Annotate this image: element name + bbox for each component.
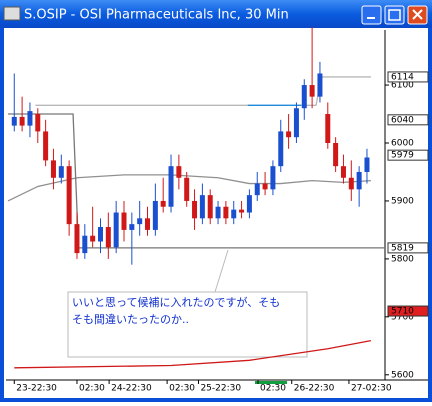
x-tick-label: 02:30 [79,384,105,394]
price-label: 6040 [391,115,414,125]
price-label-box [387,242,429,254]
candle-body [97,227,103,242]
price-label: 5710 [391,307,414,317]
candle-body [231,209,237,219]
candle-body [137,218,143,225]
x-tick-label: 02:30 [260,384,286,394]
annotation-box [67,291,308,358]
candle-body [152,200,158,230]
candle-body [66,166,72,225]
y-tick-label: 5800 [391,254,414,264]
overlay-line [35,76,371,106]
candle-body [176,166,182,178]
candle-body [246,195,252,213]
overlay-line [8,113,385,249]
window-title: S.OSIP - OSI Pharmaceuticals Inc, 30 Min [24,8,289,23]
candle-body [239,209,245,213]
price-label: 5979 [391,151,414,161]
maximize-button[interactable] [384,5,405,25]
candle-body [19,116,25,126]
x-tick-label: 27-02:30 [351,384,392,394]
minimize-icon [367,17,375,19]
candle-body [262,183,268,190]
candle-body [121,212,127,230]
price-label-box [387,305,429,317]
price-label-box [387,149,429,161]
annotation-pointer [214,249,229,293]
title-bar [0,0,432,28]
x-tick-label: 24-22:30 [111,384,152,394]
y-tick-label: 5600 [391,370,414,380]
candle-body [105,227,111,248]
candle-body [199,195,205,219]
candle-body [50,160,56,178]
candle-body [90,235,96,242]
x-tick-label: 26-22:30 [294,384,335,394]
annotation-text: そも間違いたったのか.. [72,313,189,326]
candle-body [58,166,64,178]
candle-body [215,206,221,219]
overlay-line [14,339,372,369]
price-label-box [387,71,429,83]
candle-body [293,108,299,138]
x-tick-label: 25-22:30 [200,384,241,394]
candle-body [325,114,331,143]
x-tick-label: 02:30 [169,384,195,394]
candle-body [309,85,315,97]
candle-body [145,218,151,230]
candle-body [35,114,41,132]
y-tick-label: 6100 [391,81,414,91]
candle-body [254,183,260,196]
app-icon [3,6,21,21]
candle-body [348,177,354,190]
y-tick-label: 5900 [391,196,414,206]
price-label: 5819 [391,243,414,253]
maximize-icon [388,9,401,21]
candle-body [223,206,229,219]
x-tick-label: 23-22:30 [16,384,57,394]
price-label: 6114 [391,72,414,82]
candle-body [27,111,33,126]
candle-body [364,157,370,172]
candle-body [340,166,346,178]
candle-body [168,166,174,207]
y-tick-label: 5700 [391,312,414,322]
candle-body [356,171,362,190]
y-tick-label: 6000 [391,138,414,148]
candle-body [43,131,49,161]
candle-body [74,224,80,254]
price-label-box [387,114,429,126]
candle-body [129,224,135,230]
close-icon [412,9,423,20]
candle-body [317,73,323,97]
candle-body [160,200,166,207]
candle-body [286,131,292,138]
candle-body [270,166,276,190]
annotation-text: いいと思って候補に入れたのですが、そも [72,295,280,309]
candle-body [278,131,284,167]
session-strip [255,381,287,384]
candle-body [82,235,88,254]
candle-body [207,195,213,219]
candle-body [11,116,17,126]
candle-body [113,212,119,248]
candle-body [184,177,190,201]
candle-body [333,142,339,167]
candle-body [192,200,198,219]
overlay-line [7,174,371,202]
minimize-button[interactable] [361,5,382,25]
candle-body [301,85,307,109]
